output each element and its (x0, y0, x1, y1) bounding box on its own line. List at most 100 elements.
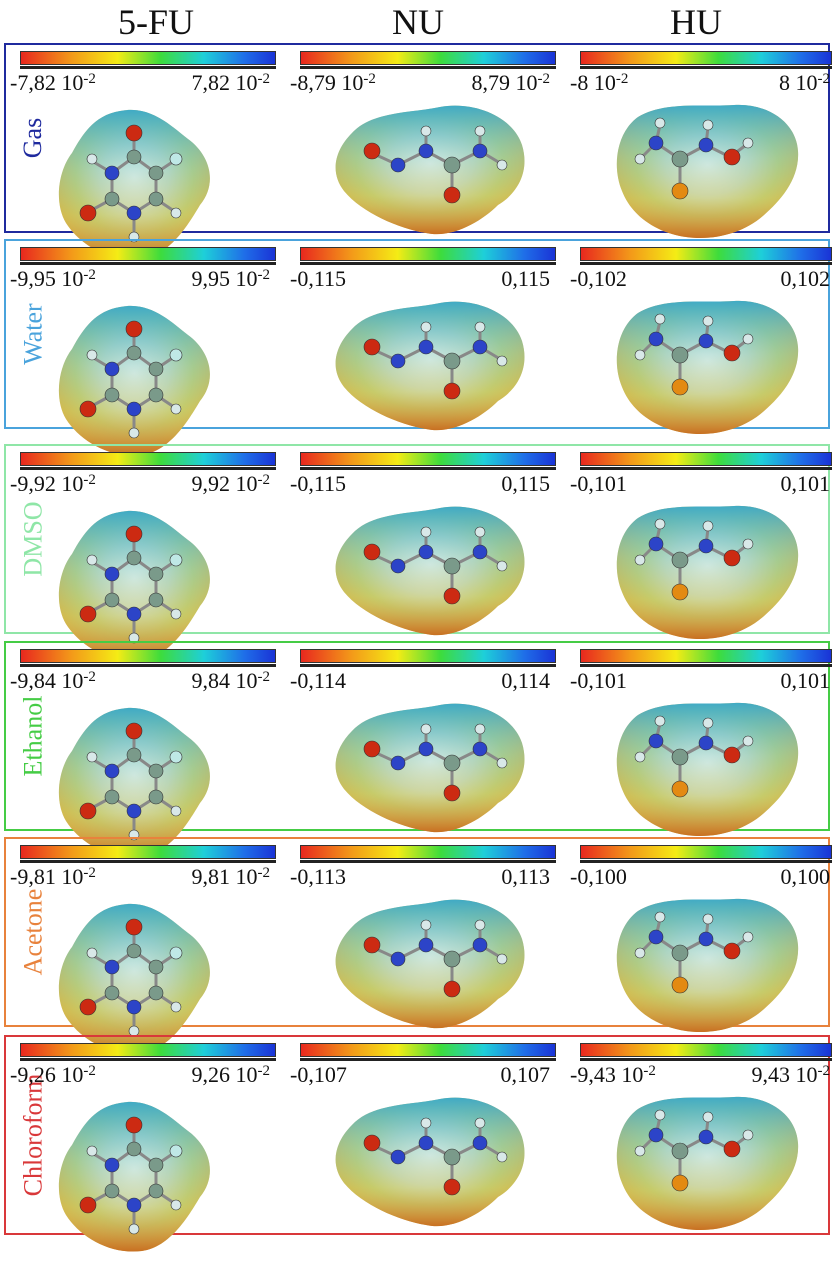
scale-min-value: -0,113 (290, 865, 346, 889)
scale-max-mantissa: 8,79 10 (472, 70, 538, 95)
color-scale-bar (20, 1043, 276, 1057)
scale-min-exponent: -2 (363, 71, 376, 87)
panel-chloroform: Chloroform -9,26 10-2 9,26 10-2 (4, 1035, 830, 1235)
panel-acetone: Acetone -9,81 10-2 9,81 10-2 (4, 837, 830, 1027)
color-scale-bar (580, 247, 832, 261)
scale-max-value: 9,92 10-2 (192, 472, 271, 496)
scale-max-mantissa: 9,81 10 (192, 864, 258, 889)
scale-min-mantissa: -9,95 10 (10, 266, 83, 291)
molecule-surface-nu (322, 289, 532, 444)
color-scale-bar (300, 845, 556, 859)
color-scale-bar (580, 452, 832, 466)
scale-min-mantissa: -0,102 (570, 266, 627, 291)
scale-max-value: 8 10-2 (779, 71, 830, 95)
scale-max-exponent: -2 (258, 267, 271, 283)
scale-min-value: -8 10-2 (570, 71, 628, 95)
esp-map-hu: -9,43 10-2 9,43 10 -2 (566, 1037, 836, 1233)
scale-min-value: -0,100 (570, 865, 627, 889)
scale-min-value: -9,84 10-2 (10, 669, 96, 693)
molecule-surface-hu (604, 494, 804, 649)
color-scale-bar (580, 845, 832, 859)
scale-min-mantissa: -7,82 10 (10, 70, 83, 95)
scale-min-mantissa: -9,84 10 (10, 668, 83, 693)
scale-min-mantissa: -9,92 10 (10, 471, 83, 496)
scale-min-value: -8,79 10-2 (290, 71, 376, 95)
scale-min-exponent: -2 (83, 865, 96, 881)
color-scale-bar (580, 1043, 832, 1057)
molecule-surface-hu (604, 691, 804, 846)
scale-min-value: -0,102 (570, 267, 627, 291)
scale-min-mantissa: -0,113 (290, 864, 346, 889)
scale-max-mantissa: 9,43 10 (752, 1062, 818, 1087)
scale-max-value: 0,114 (501, 669, 550, 693)
scale-max-value: 9,95 10-2 (192, 267, 271, 291)
molecule-surface-nu (322, 93, 532, 248)
scale-min-value: -7,82 10-2 (10, 71, 96, 95)
scale-min-mantissa: -0,100 (570, 864, 627, 889)
scale-min-value: -9,81 10-2 (10, 865, 96, 889)
scale-max-value: 9,26 10-2 (192, 1063, 271, 1087)
scale-min-exponent: -2 (83, 267, 96, 283)
scale-max-mantissa: 0,100 (781, 864, 831, 889)
scale-max-mantissa: 0,115 (501, 266, 550, 291)
esp-map-hu: -0,101 0,101 (566, 643, 836, 829)
color-scale-bar (20, 51, 276, 65)
header-nu: NU (392, 2, 444, 42)
esp-map-fu: -9,92 10-2 9,92 10-2 (6, 446, 276, 632)
esp-map-hu: -0,100 0,100 (566, 839, 836, 1025)
esp-map-hu: -0,101 0,101 (566, 446, 836, 632)
color-scale-bar (20, 845, 276, 859)
scale-max-mantissa: 0,101 (781, 471, 831, 496)
scale-min-exponent: -2 (643, 1063, 656, 1079)
scale-max-value: 9,81 10-2 (192, 865, 271, 889)
color-scale-bar (20, 452, 276, 466)
esp-map-nu: -0,115 0,115 (286, 446, 556, 632)
scale-max-value: 8,79 10-2 (472, 71, 551, 95)
scale-max-value: 0,107 (501, 1063, 551, 1087)
scale-min-value: -9,43 10-2 (570, 1063, 656, 1087)
esp-map-hu: -8 10-2 8 10-2 (566, 45, 836, 231)
molecule-surface-hu (604, 93, 804, 248)
scale-min-exponent: -2 (83, 472, 96, 488)
scale-min-value: -0,101 (570, 472, 627, 496)
scale-max-exponent: -2 (258, 71, 271, 87)
scale-min-value: -0,107 (290, 1063, 347, 1087)
scale-max-value: 0,115 (501, 472, 550, 496)
molecule-surface-fu (50, 1087, 220, 1262)
scale-min-mantissa: -0,107 (290, 1062, 347, 1087)
scale-min-value: -0,115 (290, 267, 346, 291)
molecule-surface-nu (322, 691, 532, 846)
scale-max-exponent: -2 (258, 669, 271, 685)
scale-max-mantissa: 8 10 (779, 70, 818, 95)
esp-map-fu: -7,82 10-2 7,82 10-2 (6, 45, 276, 231)
scale-min-exponent: -2 (83, 1063, 96, 1079)
scale-max-exponent: -2 (258, 865, 271, 881)
scale-min-value: -9,26 10-2 (10, 1063, 96, 1087)
scale-min-mantissa: -9,81 10 (10, 864, 83, 889)
header-5fu: 5-FU (118, 2, 194, 42)
scale-max-mantissa: 0,107 (501, 1062, 551, 1087)
scale-min-value: -9,92 10-2 (10, 472, 96, 496)
scale-max-value: 9,84 10-2 (192, 669, 271, 693)
panel-ethanol: Ethanol -9,84 10-2 9,84 10-2 (4, 641, 830, 831)
scale-min-mantissa: -0,114 (290, 668, 346, 693)
scale-min-exponent: -2 (616, 71, 629, 87)
scale-min-mantissa: -0,115 (290, 471, 346, 496)
panel-dmso: DMSO -9,92 10-2 9,92 10-2 (4, 444, 830, 634)
scale-max-mantissa: 0,115 (501, 471, 550, 496)
scale-max-mantissa: 9,84 10 (192, 668, 258, 693)
color-scale-bar (20, 649, 276, 663)
esp-map-fu: -9,84 10-2 9,84 10-2 (6, 643, 276, 829)
esp-map-fu: -9,26 10-2 9,26 10-2 (6, 1037, 276, 1233)
scale-max-exponent: -2 (258, 1063, 271, 1079)
scale-min-mantissa: -0,101 (570, 471, 627, 496)
scale-min-mantissa: -8 10 (570, 70, 616, 95)
panel-water: Water -9,95 10-2 9,95 10-2 (4, 239, 830, 429)
scale-max-mantissa: 9,26 10 (192, 1062, 258, 1087)
scale-max-value: 0,100 (781, 865, 831, 889)
color-scale-bar (300, 51, 556, 65)
scale-max-mantissa: 9,95 10 (192, 266, 258, 291)
scale-min-value: -9,95 10-2 (10, 267, 96, 291)
scale-min-exponent: -2 (83, 669, 96, 685)
scale-max-mantissa: 0,113 (501, 864, 550, 889)
